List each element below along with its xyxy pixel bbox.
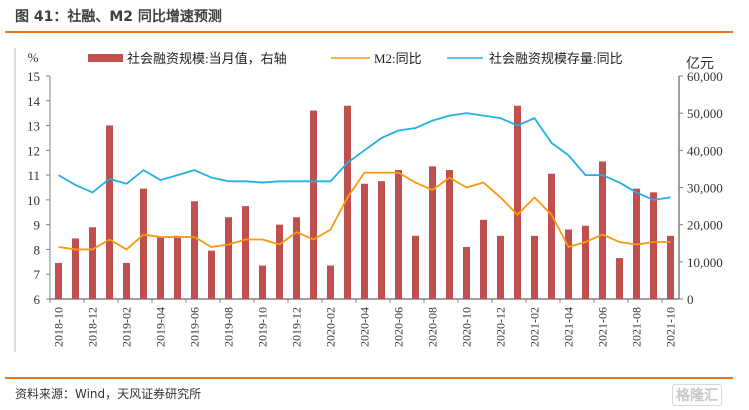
m2-line bbox=[58, 171, 671, 251]
right-tick-label: 20,000 bbox=[687, 218, 723, 233]
x-tick-label: 2021-02 bbox=[528, 307, 542, 347]
x-tick-label: 2020-02 bbox=[324, 307, 338, 347]
left-tick-label: 13 bbox=[27, 119, 40, 134]
x-tick-label: 2019-12 bbox=[290, 307, 304, 347]
legend-label-stock: 社会融资规模存量:同比 bbox=[489, 51, 623, 66]
figure-title: 图 41：社融、M2 同比增速预测 bbox=[15, 9, 222, 25]
bar bbox=[123, 262, 130, 299]
bar bbox=[599, 161, 606, 299]
source-note: 资料来源：Wind，天风证券研究所 bbox=[15, 387, 202, 401]
bar bbox=[310, 110, 317, 299]
x-tick-label: 2021-04 bbox=[562, 307, 576, 347]
bar bbox=[463, 246, 470, 299]
bar bbox=[89, 227, 96, 299]
left-tick-label: 9 bbox=[34, 218, 41, 233]
x-tick-label: 2019-10 bbox=[256, 307, 270, 347]
x-tick-label: 2020-08 bbox=[426, 307, 440, 347]
right-tick-label: 30,000 bbox=[687, 181, 723, 196]
bar bbox=[174, 235, 181, 299]
left-tick-label: 7 bbox=[34, 267, 41, 282]
bar bbox=[55, 262, 62, 299]
bar bbox=[361, 183, 368, 299]
bar bbox=[531, 235, 538, 299]
bar bbox=[293, 217, 300, 299]
bar bbox=[242, 206, 249, 299]
x-tick-label: 2019-08 bbox=[222, 307, 236, 347]
bar bbox=[344, 105, 351, 299]
x-tick-label: 2019-02 bbox=[120, 307, 134, 347]
left-tick-label: 10 bbox=[27, 193, 40, 208]
left-tick-label: 12 bbox=[27, 143, 40, 158]
right-tick-label: 60,000 bbox=[687, 69, 723, 84]
bar bbox=[208, 250, 215, 299]
bar bbox=[378, 181, 385, 299]
x-tick-label: 2018-10 bbox=[52, 307, 66, 347]
right-tick-label: 50,000 bbox=[687, 106, 723, 121]
bar bbox=[429, 166, 436, 299]
x-tick-label: 2021-10 bbox=[664, 307, 678, 347]
tsf-stock-line bbox=[58, 112, 671, 201]
left-tick-label: 8 bbox=[34, 242, 41, 257]
bar bbox=[514, 105, 521, 299]
right-tick-label: 10,000 bbox=[687, 255, 723, 270]
bar bbox=[412, 235, 419, 299]
x-tick-label: 2018-12 bbox=[86, 307, 100, 347]
bar bbox=[480, 219, 487, 299]
legend-label-bar: 社会融资规模:当月值，右轴 bbox=[127, 51, 287, 66]
x-tick-label: 2021-06 bbox=[596, 307, 610, 347]
left-tick-label: 11 bbox=[27, 168, 40, 183]
bar bbox=[616, 258, 623, 299]
bar bbox=[140, 188, 147, 299]
bar bbox=[667, 235, 674, 299]
x-tick-label: 2019-04 bbox=[154, 307, 168, 347]
x-tick-label: 2019-06 bbox=[188, 307, 202, 347]
left-tick-label: 6 bbox=[34, 292, 41, 307]
bar bbox=[259, 265, 266, 299]
bar bbox=[497, 235, 504, 299]
bar bbox=[106, 125, 113, 299]
bar bbox=[582, 225, 589, 299]
legend-label-m2: M2:同比 bbox=[374, 51, 422, 66]
bar bbox=[225, 217, 232, 299]
left-tick-label: 14 bbox=[27, 94, 41, 109]
x-tick-label: 2020-06 bbox=[392, 307, 406, 347]
x-tick-label: 2021-08 bbox=[630, 307, 644, 347]
left-tick-label: 15 bbox=[27, 69, 40, 84]
bar bbox=[548, 173, 555, 299]
bar bbox=[565, 229, 572, 299]
x-tick-label: 2020-12 bbox=[494, 307, 508, 347]
chart: 6 7 8 9 10 11 12 13 14 15% 0 10,000 20,000 30,000 40,0… bbox=[14, 48, 723, 352]
bar bbox=[157, 236, 164, 299]
x-tick-label: 2020-10 bbox=[460, 307, 474, 347]
bar bbox=[395, 170, 402, 299]
bar bbox=[650, 192, 657, 299]
x-tick-label: 2020-04 bbox=[358, 307, 372, 347]
right-axis-unit: 亿元 bbox=[686, 56, 714, 72]
bar bbox=[446, 170, 453, 299]
watermark-logo: 格隆汇 bbox=[672, 384, 722, 406]
top-rule bbox=[5, 31, 733, 33]
right-tick-label: 40,000 bbox=[687, 143, 723, 158]
bar bbox=[191, 201, 198, 299]
bar bbox=[276, 224, 283, 299]
right-tick-label: 0 bbox=[687, 292, 694, 307]
bar bbox=[327, 265, 334, 299]
bar bbox=[72, 238, 79, 299]
left-axis-unit: % bbox=[28, 50, 39, 65]
legend-swatch-bar bbox=[88, 54, 123, 62]
bottom-rule bbox=[5, 377, 733, 379]
